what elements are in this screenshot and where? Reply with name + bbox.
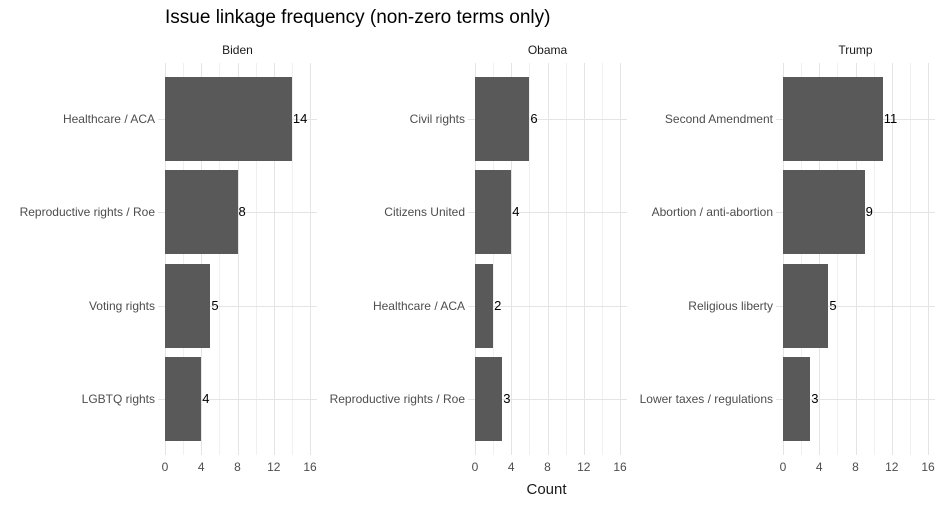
y-axis-category-label: Religious liberty (688, 298, 773, 313)
gridline-minor-vertical (873, 63, 875, 455)
bar-value-label: 4 (202, 390, 210, 406)
gridline-major-vertical (273, 63, 275, 455)
gridline-major-vertical (475, 63, 476, 455)
bar-value-label: 14 (292, 110, 308, 126)
gridline-minor-vertical (801, 63, 803, 455)
gridline-minor-vertical (909, 63, 911, 455)
x-axis-tick-label: 8 (234, 460, 241, 474)
bar (475, 170, 512, 255)
x-axis-tick-label: 16 (613, 460, 627, 474)
bar (165, 263, 211, 348)
bar-value-label: 6 (530, 110, 538, 126)
y-axis-category-label: Abortion / anti-abortion (651, 205, 773, 220)
y-axis-category-label: Citizens United (384, 205, 465, 220)
bar (475, 263, 494, 348)
bar-value-label: 2 (494, 297, 502, 313)
y-axis-category-label: LGBTQ rights (81, 391, 155, 406)
gridline-category-horizontal (158, 212, 317, 214)
bar (783, 263, 829, 348)
gridline-category-horizontal (776, 305, 935, 307)
facet-strip-label: Obama (527, 43, 568, 57)
x-axis-tick-label: 12 (885, 460, 899, 474)
gridline-category-horizontal (468, 398, 627, 400)
gridline-category-horizontal (468, 305, 627, 307)
gridline-category-horizontal (468, 212, 627, 214)
x-axis-tick-label: 0 (779, 460, 787, 474)
facet-strip-label: Trump (838, 43, 873, 57)
y-axis-category-label: Second Amendment (664, 111, 773, 126)
gridline-category-horizontal (158, 398, 317, 400)
bar-value-label: 5 (829, 297, 837, 313)
bar-value-label: 5 (211, 297, 219, 313)
gridline-minor-vertical (255, 63, 257, 455)
facet-strip-label: Biden (222, 43, 253, 57)
bar (475, 356, 503, 441)
chart-title: Issue linkage frequency (non-zero terms … (165, 7, 551, 28)
gridline-major-vertical (310, 63, 311, 455)
x-axis-tick-label: 0 (161, 460, 169, 474)
x-axis-tick-label: 16 (303, 460, 317, 474)
gridline-major-vertical (855, 63, 857, 455)
y-axis-category-label: Voting rights (88, 298, 155, 313)
gridline-major-vertical (165, 63, 166, 455)
gridline-minor-vertical (183, 63, 185, 455)
bar (783, 170, 865, 255)
bar-value-label: 8 (238, 204, 246, 220)
y-axis-category-label: Healthcare / ACA (372, 298, 465, 313)
gridline-major-vertical (783, 63, 784, 455)
x-axis-tick-label: 8 (852, 460, 859, 474)
bar-value-label: 3 (811, 390, 819, 406)
bar-value-label: 4 (512, 204, 520, 220)
gridline-category-horizontal (468, 118, 627, 120)
x-axis-tick-label: 12 (577, 460, 591, 474)
y-axis-category-label: Reproductive rights / Roe (329, 391, 465, 406)
bar (165, 356, 202, 441)
gridline-minor-vertical (601, 63, 603, 455)
x-axis-title: Count (526, 481, 567, 498)
bar (783, 76, 883, 161)
x-axis-tick-label: 16 (921, 460, 935, 474)
gridline-major-vertical (583, 63, 585, 455)
y-axis-category-label: Civil rights (409, 111, 465, 126)
gridline-major-vertical (511, 63, 513, 455)
gridline-major-vertical (201, 63, 203, 455)
x-axis-tick-label: 4 (197, 460, 205, 474)
y-axis-category-label: Lower taxes / regulations (639, 391, 773, 406)
gridline-major-vertical (891, 63, 893, 455)
gridline-major-vertical (547, 63, 549, 455)
gridline-minor-vertical (529, 63, 531, 455)
gridline-category-horizontal (158, 305, 317, 307)
gridline-minor-vertical (837, 63, 839, 455)
gridline-major-vertical (620, 63, 621, 455)
gridline-minor-vertical (493, 63, 495, 455)
gridline-major-vertical (819, 63, 821, 455)
x-axis-tick-label: 12 (267, 460, 281, 474)
gridline-major-vertical (928, 63, 929, 455)
bar (783, 356, 811, 441)
bar (165, 170, 238, 255)
x-axis-tick-label: 4 (507, 460, 515, 474)
bar (165, 76, 292, 161)
bar-value-label: 3 (503, 390, 511, 406)
bar-value-label: 9 (865, 204, 873, 220)
gridline-category-horizontal (776, 398, 935, 400)
gridline-minor-vertical (219, 63, 221, 455)
y-axis-category-label: Healthcare / ACA (62, 111, 155, 126)
x-axis-tick-label: 4 (815, 460, 823, 474)
bar (475, 76, 530, 161)
gridline-minor-vertical (565, 63, 567, 455)
x-axis-tick-label: 8 (544, 460, 551, 474)
x-axis-tick-label: 0 (471, 460, 479, 474)
gridline-minor-vertical (291, 63, 293, 455)
y-axis-category-label: Reproductive rights / Roe (19, 205, 155, 220)
bar-value-label: 11 (883, 110, 898, 126)
gridline-major-vertical (237, 63, 239, 455)
